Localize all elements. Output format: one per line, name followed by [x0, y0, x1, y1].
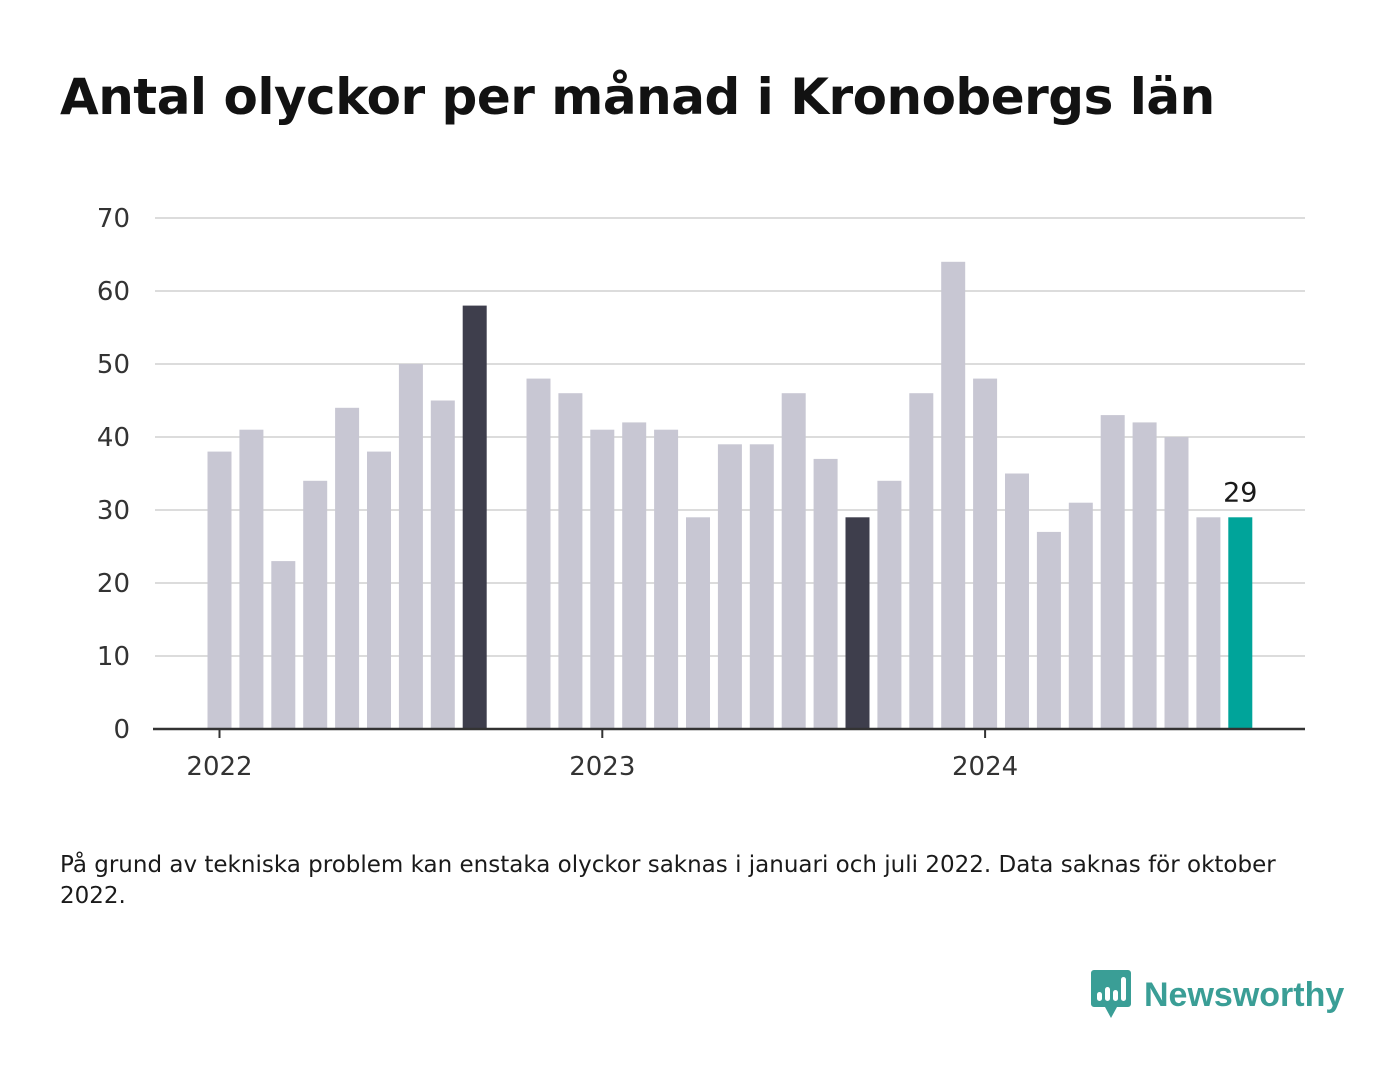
newsworthy-logo-icon	[1091, 970, 1131, 1018]
brand-name: Newsworthy	[1144, 975, 1345, 1014]
bar-2022-05	[335, 407, 360, 729]
bar-2023-04	[686, 517, 710, 729]
y-axis-ticks: 0 10 20 30 40 50 60 70	[97, 204, 130, 745]
y-tick-label: 10	[97, 642, 130, 672]
y-tick-label: 70	[97, 204, 130, 234]
bar-2022-07	[398, 364, 423, 729]
y-tick-label: 30	[97, 496, 130, 526]
bar-2023-05	[717, 444, 742, 729]
bars	[207, 261, 1253, 729]
brand-logo: Newsworthy	[1090, 968, 1344, 1022]
bar-2022-06	[367, 451, 391, 729]
y-tick-label: 60	[97, 277, 130, 307]
bar-2023-03	[654, 429, 679, 729]
bar-2023-06	[749, 444, 774, 729]
bar-2022-04	[303, 480, 328, 729]
bar-2023-01	[590, 429, 615, 729]
bar-2024-04	[1068, 502, 1093, 729]
data-labels: 29	[1223, 477, 1257, 508]
bar-2023-02	[622, 422, 647, 729]
bar-2023-07	[781, 393, 806, 729]
bar-2022-09	[462, 305, 487, 729]
x-axis: 2022 2023 2024	[153, 727, 1305, 782]
bar-2024-07	[1164, 437, 1189, 729]
y-tick-label: 20	[97, 569, 130, 599]
bar-chart: 0 10 20 30 40 50 60 70 2022 2023 2024 29	[97, 204, 1305, 782]
bar-2022-11	[526, 378, 551, 729]
footnote: På grund av tekniska problem kan enstaka…	[60, 852, 1276, 909]
bar-2022-03	[271, 561, 296, 729]
bar-2024-01	[973, 378, 998, 729]
bar-2023-08	[813, 458, 838, 729]
y-tick-label: 50	[97, 350, 130, 380]
y-tick-label: 0	[113, 715, 130, 745]
bar-2023-12	[941, 261, 966, 729]
bar-2022-08	[430, 400, 455, 729]
data-label: 29	[1223, 477, 1257, 508]
chart-title: Antal olyckor per månad i Kronobergs län	[60, 68, 1215, 126]
bar-2023-11	[909, 393, 934, 729]
bar-2022-01	[207, 451, 232, 729]
bar-2022-02	[239, 429, 264, 729]
bar-2024-05	[1100, 415, 1125, 729]
bar-2024-08	[1196, 517, 1221, 729]
bar-2024-02	[1005, 473, 1029, 729]
bar-2024-09	[1228, 517, 1253, 729]
bar-2023-10	[877, 480, 902, 729]
y-tick-label: 40	[97, 423, 130, 453]
bar-2023-09	[845, 517, 870, 729]
bar-2022-12	[558, 393, 583, 729]
bar-2024-03	[1036, 531, 1061, 729]
x-tick-label: 2022	[186, 752, 252, 782]
bar-2024-06	[1132, 422, 1157, 729]
x-tick-label: 2023	[569, 752, 635, 782]
x-tick-label: 2024	[952, 752, 1018, 782]
